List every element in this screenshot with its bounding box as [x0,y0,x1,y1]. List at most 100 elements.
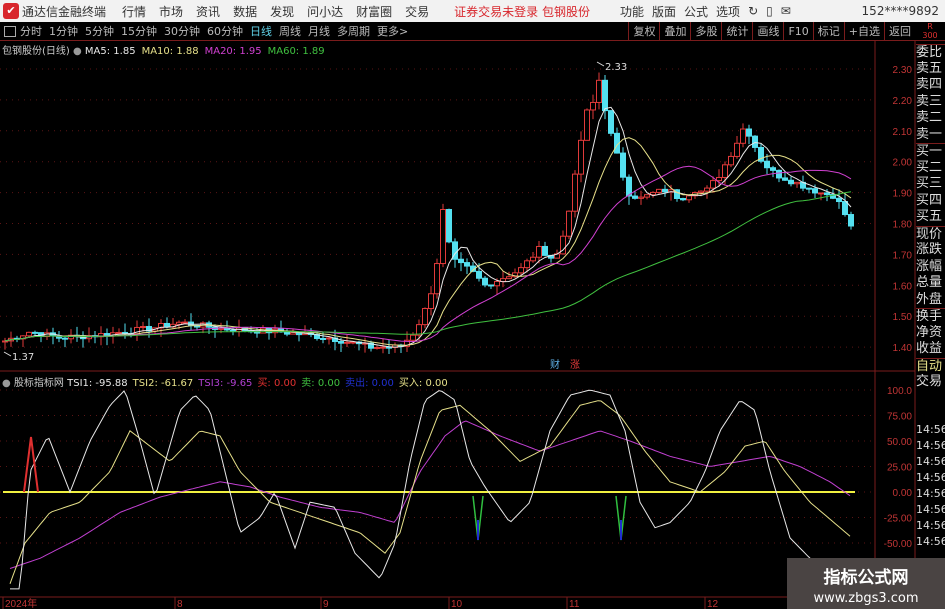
ma60-line [4,191,852,342]
menu-news[interactable]: 资讯 [196,4,221,19]
period-tab[interactable]: 1分钟 [49,25,78,38]
stock-link[interactable]: 包钢股份 [541,4,590,19]
indicator-value: 买入: 0.00 [398,378,448,389]
candle-up [704,187,710,192]
login-status[interactable]: 证券交易未登录 包钢股份 [454,3,590,20]
candle-up [176,321,182,325]
app-title: 通达信金融终端 [22,4,107,19]
candle-down [662,188,668,193]
period-tab[interactable]: 周线 [279,25,301,38]
quote-field-label: 现价 [916,225,945,243]
candle-down [284,331,290,335]
candle-down [788,179,794,185]
candle-down [776,169,782,179]
menu-quotes[interactable]: 行情 [122,4,147,19]
menu-trade[interactable]: 交易 [405,4,430,19]
candle-up [2,340,8,343]
quote-field-label: 卖二 [916,110,943,125]
period-tab[interactable]: 更多> [377,25,409,38]
tool-button[interactable]: 复权 [628,22,659,41]
period-tab[interactable]: 5分钟 [85,25,114,38]
candle-down [464,262,470,267]
menu-layout[interactable]: 版面 [652,4,677,19]
ma10-line [4,137,852,346]
mail-icon[interactable]: ✉ [780,4,791,18]
user-account[interactable]: 152****9892 [861,4,939,18]
tick-times: 14:56 14:56 14:56 14:56 14:56 14:56 14:56 14:56 [916,422,945,552]
price-tick: 1.80 [893,220,913,231]
auto-trade-button[interactable]: 自动 [916,357,945,375]
tool-button[interactable]: 叠加 [659,22,690,41]
menu-function[interactable]: 功能 [620,4,645,19]
low-marker [3,351,12,357]
indicator-tick: -50.00 [884,539,913,550]
menu-data[interactable]: 数据 [233,4,258,19]
tool-button[interactable]: F10 [783,22,812,41]
phone-icon[interactable]: ▯ [766,4,773,18]
menu-discover[interactable]: 发现 [270,4,295,19]
candle-down [632,195,638,199]
candle-down [812,188,818,194]
menu-wealth[interactable]: 财富圈 [356,4,393,19]
candle-up [428,293,434,310]
candle-down [62,337,68,340]
indicator-value: TSI2: -61.67 [132,378,194,389]
period-tab[interactable]: 15分钟 [121,25,157,38]
refresh-icon[interactable]: ↻ [748,4,759,18]
candle-up [716,176,722,182]
menu-formula[interactable]: 公式 [684,4,709,19]
tick-time: 14:56 [916,423,945,436]
r300-badge[interactable]: R 300 [922,22,938,40]
tool-button[interactable]: 多股 [690,22,721,41]
tool-button[interactable]: 画线 [752,22,783,41]
tool-button[interactable]: 统计 [721,22,752,41]
rise-marker[interactable]: 涨 [570,359,580,371]
quote-field-label: 净资 [916,324,943,340]
tool-button[interactable]: 返回 [884,22,915,41]
watermark-title: 指标公式网 [823,568,909,588]
period-tab[interactable]: 60分钟 [207,25,243,38]
candle-down [542,245,548,256]
candle-up [344,341,350,344]
period-tab[interactable]: 日线 [250,25,272,38]
period-tab[interactable]: 多周期 [337,25,370,38]
candle-down [476,270,482,279]
menu-options[interactable]: 选项 [716,4,741,19]
menu-ask[interactable]: 问小达 [307,4,344,19]
period-tab[interactable]: 分时 [20,25,42,38]
candle-up [734,142,740,157]
settings-circle-icon[interactable]: ● [2,378,11,389]
price-tick: 2.00 [893,158,913,169]
finance-marker[interactable]: 财 [550,358,560,371]
tool-button[interactable]: +自选 [843,22,884,41]
candle-down [830,194,836,199]
panel-toggle-icon[interactable] [4,25,16,37]
candle-up [158,322,164,329]
price-tick: 2.20 [893,96,913,107]
candle-up [584,109,590,141]
period-tab[interactable]: 30分钟 [164,25,200,38]
candle-down [626,176,632,197]
menu-market[interactable]: 市场 [159,4,184,19]
app-logo-icon: ✔ [3,3,19,19]
quote-field-label: 外盘 [916,291,943,307]
candle-down [320,337,326,340]
candle-down [746,128,752,137]
candle-up [536,245,542,258]
candle-up [794,181,800,185]
tsi1-line [10,389,851,590]
price-tick: 1.70 [893,250,913,261]
settings-circle-icon[interactable]: ● [73,46,82,57]
candle-up [326,337,332,340]
indicator-tick: -25.00 [884,514,913,525]
candle-up [140,326,146,329]
candle-up [524,260,530,269]
tsi2-line [9,400,851,584]
candle-up [410,334,416,341]
indicator-legend: ● 股标指标网 TSI1: -95.88 TSI2: -61.67 TSI3: -9… [2,374,453,389]
candle-up [26,331,32,337]
candle-up [686,195,692,201]
period-tab[interactable]: 月线 [308,25,330,38]
tool-button[interactable]: 标记 [812,22,844,41]
